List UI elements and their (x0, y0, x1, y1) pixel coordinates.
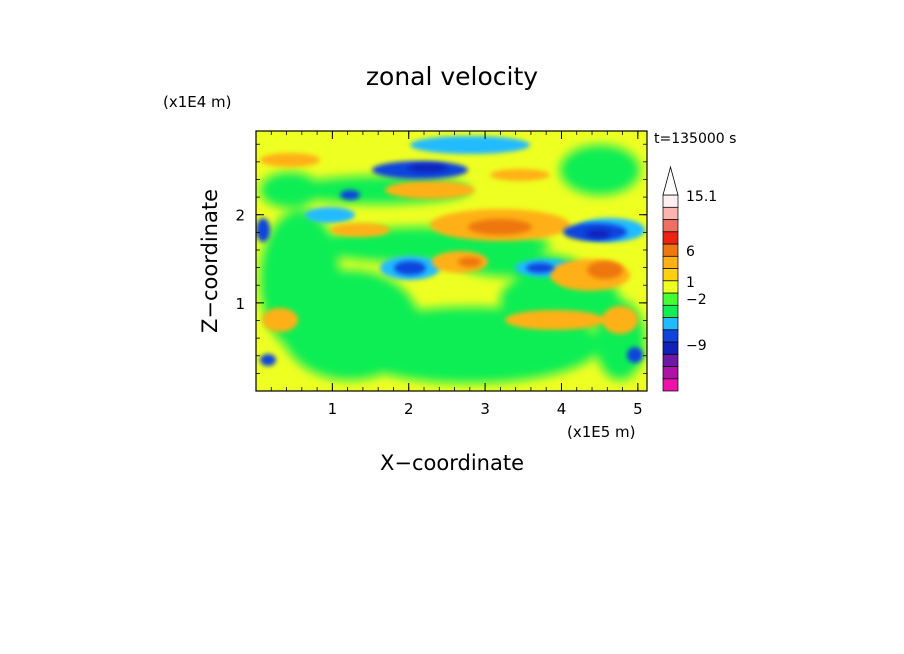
colorbar-label: 6 (686, 244, 695, 260)
colorbar-swatch (662, 243, 679, 257)
y-axis-title: Z−coordinate (198, 189, 222, 333)
chart-title: zonal velocity (366, 62, 538, 91)
colorbar-label: −9 (686, 338, 707, 354)
plot-frame (255, 130, 648, 392)
x-tick-label: 2 (404, 400, 414, 418)
y-tick-label: 2 (235, 207, 245, 225)
field-dark-blue-cores (408, 164, 610, 238)
colorbar-swatch (662, 194, 679, 208)
x-tick-label: 3 (480, 400, 490, 418)
y-tick-label: 1 (235, 295, 245, 313)
colorbar-swatch (662, 231, 679, 245)
x-tick-label: 1 (328, 400, 338, 418)
colorbar-swatch (662, 206, 679, 220)
x-tick-label: 4 (557, 400, 567, 418)
y-axis-ticks: 12 (235, 143, 647, 374)
colorbar-swatch (662, 366, 679, 380)
x-scale-label: (x1E5 m) (567, 423, 636, 441)
colorbar-swatch (662, 280, 679, 294)
colorbar-swatch (662, 317, 679, 331)
colorbar-swatch (662, 378, 679, 392)
colorbar-swatch (662, 304, 679, 318)
colorbar-swatch (662, 353, 679, 367)
y-scale-label: (x1E4 m) (163, 93, 232, 111)
colorbar-label: −2 (686, 292, 707, 308)
colorbar-extend-arrow (662, 165, 679, 196)
colorbar-swatch (662, 292, 679, 306)
colorbar-label: 15.1 (686, 189, 717, 205)
colorbar-swatch (662, 255, 679, 269)
x-tick-label: 5 (633, 400, 643, 418)
colorbar-swatch (662, 341, 679, 355)
colorbar-swatch (662, 219, 679, 233)
colorbar-swatch (662, 268, 679, 282)
plot-area (256, 131, 647, 391)
colorbar-label: 1 (686, 275, 695, 291)
colorbar: 15.1 6 1−2 −9 (662, 165, 717, 392)
colorbar-swatch (662, 329, 679, 343)
field-red-regions (458, 219, 623, 279)
time-label: t=135000 s (654, 131, 736, 147)
field-blue-regions (256, 161, 643, 366)
x-axis-title: X−coordinate (380, 451, 524, 475)
x-axis-ticks: 1 2 3 4 5 (270, 131, 643, 418)
